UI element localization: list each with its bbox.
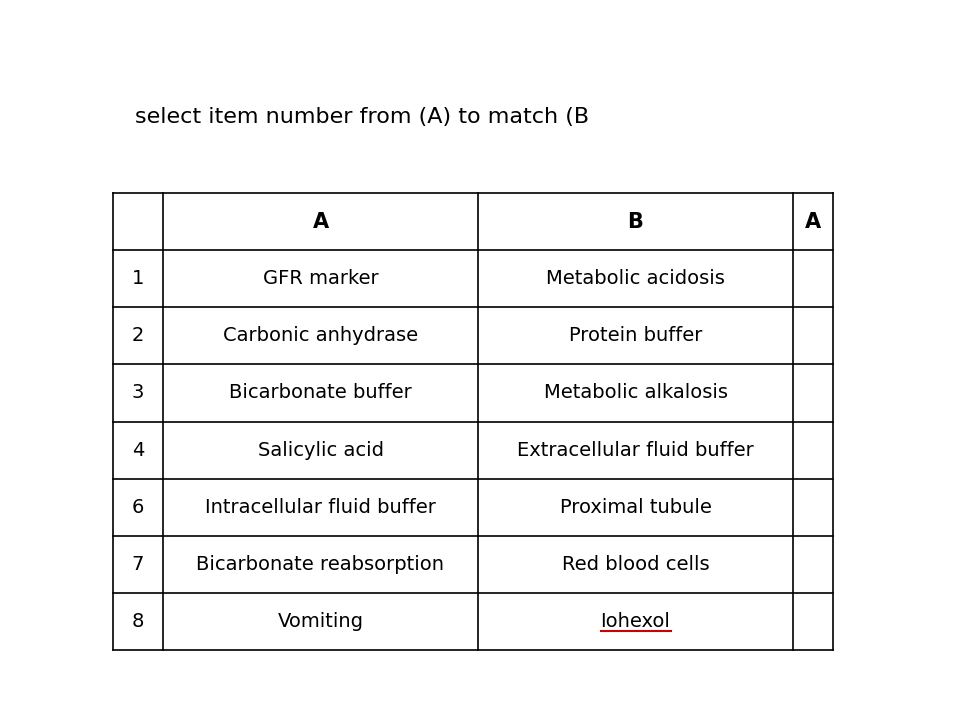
Text: 7: 7 xyxy=(132,555,144,574)
Text: 8: 8 xyxy=(132,612,144,631)
Text: GFR marker: GFR marker xyxy=(263,269,378,288)
Text: Metabolic alkalosis: Metabolic alkalosis xyxy=(543,384,728,402)
Text: Proximal tubule: Proximal tubule xyxy=(560,498,711,517)
Text: select item number from (A) to match (B: select item number from (A) to match (B xyxy=(135,107,589,127)
Text: Vomiting: Vomiting xyxy=(277,612,364,631)
Text: Protein buffer: Protein buffer xyxy=(569,326,702,346)
Text: 3: 3 xyxy=(132,384,144,402)
Text: A: A xyxy=(312,212,328,232)
Text: Salicylic acid: Salicylic acid xyxy=(257,441,383,459)
Text: 2: 2 xyxy=(132,326,144,346)
Text: Metabolic acidosis: Metabolic acidosis xyxy=(546,269,725,288)
Text: 4: 4 xyxy=(132,441,144,459)
Text: Red blood cells: Red blood cells xyxy=(562,555,709,574)
Text: B: B xyxy=(628,212,643,232)
Text: Intracellular fluid buffer: Intracellular fluid buffer xyxy=(205,498,436,517)
Text: Bicarbonate buffer: Bicarbonate buffer xyxy=(229,384,412,402)
Text: Iohexol: Iohexol xyxy=(601,612,670,631)
Text: Bicarbonate reabsorption: Bicarbonate reabsorption xyxy=(197,555,444,574)
Text: A: A xyxy=(804,212,821,232)
Text: Extracellular fluid buffer: Extracellular fluid buffer xyxy=(517,441,754,459)
Text: 1: 1 xyxy=(132,269,144,288)
Text: 6: 6 xyxy=(132,498,144,517)
Text: Carbonic anhydrase: Carbonic anhydrase xyxy=(223,326,418,346)
